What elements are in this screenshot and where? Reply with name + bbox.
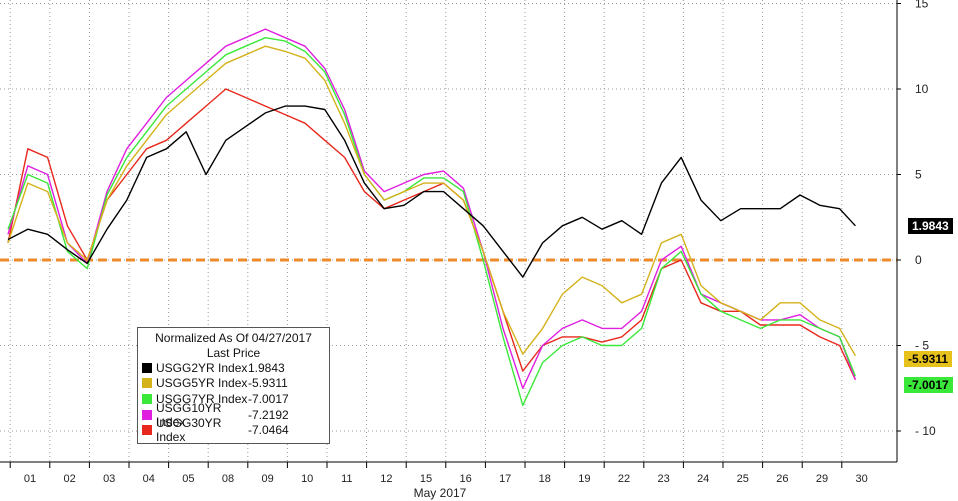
x-tick-label: 15 [420, 473, 432, 485]
y-tick-label: 10 [915, 82, 929, 96]
y-tick-label: - 10 [915, 424, 936, 438]
legend-series-name: USGG10YR Index [156, 400, 222, 429]
last-value-usgg7yr: -7.0017 [904, 376, 953, 393]
x-tick-label: 09 [261, 473, 273, 485]
x-tick-label: 08 [222, 473, 234, 485]
legend-series-value: -7.2192 [248, 407, 289, 422]
x-axis-label: May 2017 [414, 486, 467, 500]
legend-series-name: USGG2YR Index [156, 360, 248, 375]
series-line-usgg2yr [7, 105, 856, 278]
legend: Normalized As Of 04/27/2017 Last Price U… [137, 327, 330, 444]
series-line-usgg5yr [7, 45, 857, 357]
legend-series-value: -7.0017 [248, 391, 289, 406]
legend-series-name: USGG7YR Index [156, 391, 248, 406]
legend-swatch [142, 378, 152, 389]
x-tick-label: 10 [301, 473, 313, 485]
x-tick-label: 25 [737, 473, 749, 485]
last-value-usgg5yr: -5.9311 [904, 351, 953, 368]
x-tick-label: 26 [776, 473, 788, 485]
legend-entry: USGG2YR Index 1.9843 [138, 360, 329, 376]
x-tick-label: 19 [578, 473, 590, 485]
legend-entries: USGG2YR Index 1.9843 USGG5YR Index -5.9311 U… [138, 360, 329, 444]
series-lines [7, 28, 857, 407]
legend-swatch [142, 393, 152, 404]
x-tick-label: 22 [618, 473, 630, 485]
x-tick-label: 17 [499, 473, 511, 485]
x-tick-label: 01 [24, 473, 36, 485]
last-value-usgg2yr: 1.9843 [908, 218, 953, 235]
x-tick-label: 03 [103, 473, 115, 485]
x-tick-label: 24 [697, 473, 709, 485]
legend-subtitle: Last Price [206, 346, 261, 360]
x-axis-ticks: 01 02 03 04 05 08 09 10 11 12 15 16 17 18 19 22 23 24 25 26… [9, 462, 868, 485]
legend-swatch [142, 425, 152, 436]
x-tick-label: 11 [341, 473, 352, 485]
legend-entry: USGG7YR Index -7.0017 [138, 391, 329, 407]
legend-series-value: -5.9311 [248, 376, 288, 391]
y-tick-label: - 5 [915, 339, 929, 353]
y-axis-ticks: - 10 - 5 0 5 10 15 [897, 0, 936, 438]
y-tick-label: 5 [915, 168, 922, 182]
y-tick-label: 0 [915, 253, 922, 267]
x-tick-label: 30 [855, 473, 867, 485]
x-tick-label: 16 [459, 473, 471, 485]
legend-series-name: USGG5YR Index [156, 376, 248, 391]
x-tick-label: 18 [539, 473, 551, 485]
x-tick-label: 29 [816, 473, 828, 485]
x-tick-label: 23 [657, 473, 669, 485]
legend-title: Normalized As Of 04/27/2017 [155, 331, 312, 345]
x-tick-label: 12 [380, 473, 392, 485]
legend-entry: USGG10YR Index -7.2192 [138, 401, 329, 429]
legend-swatch [142, 409, 152, 420]
series-line-usgg30yr [7, 88, 857, 380]
gridlines [0, 0, 897, 462]
series-line-usgg7yr [7, 37, 857, 407]
legend-swatch [142, 362, 152, 373]
legend-entry: USGG5YR Index -5.9311 [138, 376, 329, 392]
x-tick-label: 04 [143, 473, 155, 485]
legend-entry: USGG30YR Index -7.0464 [138, 416, 329, 444]
legend-series-name: USGG30YR Index [156, 416, 222, 445]
legend-series-value: -7.0464 [248, 423, 289, 438]
series-line-usgg10yr [7, 28, 857, 389]
x-tick-label: 02 [63, 473, 75, 485]
y-tick-label: 15 [915, 0, 929, 11]
legend-series-value: 1.9843 [248, 360, 285, 375]
x-tick-label: 05 [182, 473, 194, 485]
